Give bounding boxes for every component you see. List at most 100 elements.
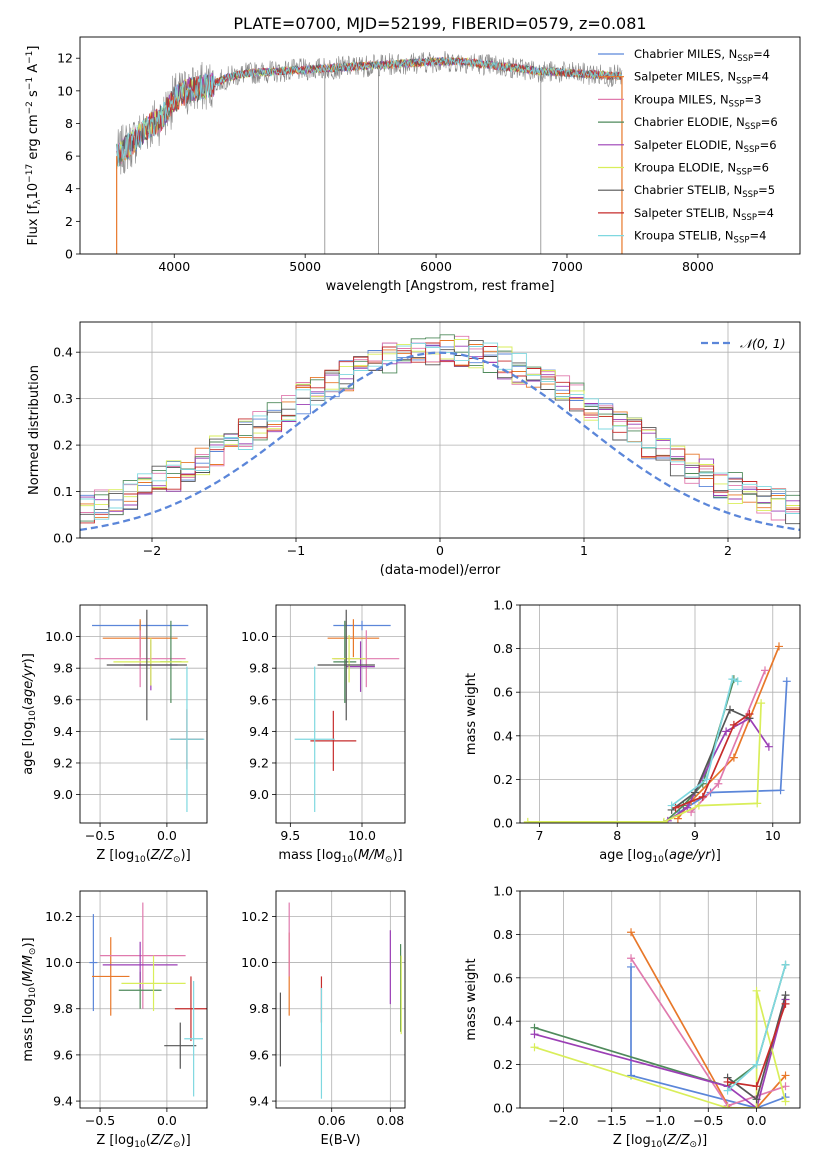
y-tick-label: 9.4 [249, 724, 269, 739]
errorbar-chabrier_stelib [106, 609, 187, 721]
weight-marker [752, 1095, 761, 1104]
errorbar-kroupa_miles [94, 630, 186, 688]
y-tick-label: 0.3 [53, 391, 73, 406]
errorbar-salpeter_miles [327, 619, 380, 658]
y-tick-label: 10.0 [241, 955, 269, 970]
x-tick-label: 0.08 [376, 1113, 404, 1128]
y-tick-label: 1.0 [493, 598, 513, 613]
y-tick-label: 10.2 [45, 909, 73, 924]
x-tick-label: 7 [535, 828, 543, 843]
x-tick-label: 0.0 [157, 1113, 177, 1128]
weight-marker [723, 1077, 732, 1086]
mass-vs-metallicity-frame [79, 890, 208, 1109]
y-tick-label: 0.6 [493, 970, 513, 985]
y-tick-label: 0.2 [493, 1057, 513, 1072]
y-tick-label: 0.2 [493, 772, 513, 787]
weight-marker [723, 1086, 732, 1095]
x-tick-label: −0.5 [85, 1113, 115, 1128]
y-tick-label: 0.1 [53, 484, 73, 499]
errorbar-salpeter_elodie [346, 641, 375, 692]
errorbar-salpeter_stelib [174, 976, 207, 1042]
y-tick-label: 0.8 [493, 927, 513, 942]
x-tick-label: 2 [724, 543, 732, 558]
normal-curve [80, 351, 800, 532]
x-axis-label: E(B-V) [320, 1133, 360, 1148]
y-tick-label: 0 [65, 247, 73, 262]
y-tick-label: 0.2 [53, 438, 73, 453]
y-tick-label: 9.4 [53, 724, 73, 739]
weight-marker [659, 817, 668, 823]
errorbar-kroupa_elodie [331, 635, 367, 683]
legend-entry: Chabrier STELIB, NSSP=5 [634, 183, 775, 200]
x-axis-label: Z [log10(Z/Z⊙)] [96, 848, 190, 865]
weight-marker [530, 1030, 539, 1039]
weight-vs-metallicity-lines [530, 928, 790, 1108]
weight-line-chabrier_miles [678, 681, 788, 813]
x-axis-label: age [log10(age/yr)] [599, 848, 721, 865]
y-tick-label: 0.0 [53, 531, 73, 546]
legend-entry: Kroupa MILES, NSSP=3 [634, 92, 761, 109]
x-tick-label: 0 [436, 543, 444, 558]
x-tick-label: −0.5 [693, 1113, 723, 1128]
errorbar-kroupa_miles [100, 902, 186, 1009]
y-tick-label: 2 [65, 214, 73, 229]
spectrum-model-kroupa_stelib [116, 56, 623, 167]
weight-marker [781, 960, 790, 969]
mass-vs-metallicity-points [89, 902, 207, 1097]
weight-marker [781, 999, 790, 1008]
y-tick-label: 0.4 [493, 1014, 513, 1029]
y-tick-label: 10.2 [241, 909, 269, 924]
errorbar-salpeter_miles [92, 937, 130, 1016]
y-axis-label: mass weight [464, 958, 479, 1040]
y-tick-label: 9.2 [53, 755, 73, 770]
weight-marker [781, 1097, 790, 1106]
weight-marker [726, 705, 734, 714]
weight-marker [714, 779, 723, 788]
x-tick-label: −0.5 [85, 828, 115, 843]
errorbar-kroupa_stelib [184, 981, 203, 1097]
weight-marker [752, 1082, 761, 1091]
age-vs-mass-frame [275, 604, 406, 824]
y-tick-label: 9.6 [53, 692, 73, 707]
y-tick-label: 9.4 [53, 1094, 73, 1109]
y-tick-label: 1.0 [493, 884, 513, 899]
weight-marker [728, 675, 737, 684]
weight-marker [781, 1071, 790, 1080]
y-axis-label: age [log10(age/yr)] [21, 653, 38, 775]
weight-marker [764, 742, 773, 751]
y-tick-label: 9.8 [53, 661, 73, 676]
legend-entry: Chabrier MILES, NSSP=4 [634, 47, 770, 64]
age-vs-mass-axes: 9.5 10.0 9.0 9.2 9.4 9.6 9.8 10.0 mass [log10(M/… [241, 605, 405, 865]
weight-line-chabrier_stelib [671, 708, 750, 811]
y-tick-label: 9.6 [249, 692, 269, 707]
x-tick-label: −1.5 [597, 1113, 627, 1128]
y-tick-label: 0.0 [493, 1101, 513, 1116]
legend-entry: Salpeter MILES, NSSP=4 [634, 70, 769, 87]
weight-marker [733, 677, 742, 686]
y-tick-label: 12 [57, 51, 73, 66]
y-tick-label: 8 [65, 116, 73, 131]
y-tick-label: 9.0 [249, 787, 269, 802]
figure-title: PLATE=0700, MJD=52199, FIBERID=0579, z=0… [233, 14, 646, 33]
x-tick-label: 0.06 [318, 1113, 346, 1128]
x-tick-label: 0.0 [157, 828, 177, 843]
weight-marker [752, 986, 761, 995]
x-tick-label: −1.0 [645, 1113, 675, 1128]
mass-vs-ebv-frame [275, 890, 406, 1109]
weight-line-chabrier_miles [630, 967, 786, 1108]
errorbar-kroupa_elodie [113, 638, 189, 686]
weight-marker [752, 1104, 761, 1108]
histogram-chabrier_stelib [80, 340, 800, 538]
age-vs-metallicity-axes: −0.5 0.0 9.0 9.2 9.4 9.6 9.8 10.0 Z [log10(Z/Z⊙)… [21, 605, 207, 865]
weight-marker [722, 727, 731, 736]
weight-marker [627, 928, 636, 937]
errorbar-salpeter_stelib [310, 710, 357, 771]
weight-marker [627, 954, 636, 963]
x-tick-label: 6000 [420, 259, 452, 274]
errorbar-chabrier_elodie [333, 620, 357, 703]
x-tick-label: 7000 [551, 259, 583, 274]
y-tick-label: 9.2 [249, 755, 269, 770]
x-tick-label: 9.5 [280, 828, 300, 843]
weight-marker [745, 710, 754, 718]
